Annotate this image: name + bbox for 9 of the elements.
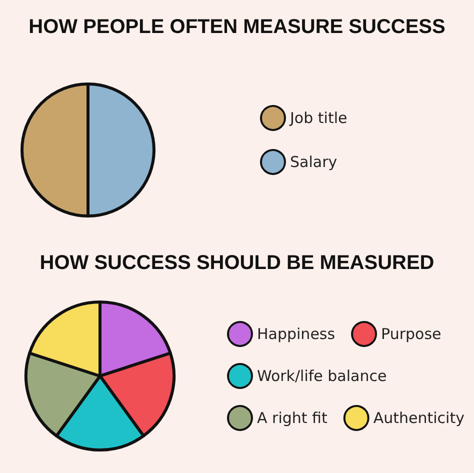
legend-label: Job title [289, 109, 348, 127]
legend-label: Salary [290, 153, 338, 171]
legend-label: Purpose [381, 325, 442, 343]
legend-label: A right fit [257, 409, 328, 427]
legend-label: Work/life balance [257, 367, 387, 385]
legend-label: Authenticity [373, 409, 465, 427]
chart-title: HOW PEOPLE OFTEN MEASURE SUCCESS [28, 16, 446, 38]
legend-label: Happiness [257, 325, 336, 343]
chart-title: HOW SUCCESS SHOULD BE MEASURED [40, 252, 434, 274]
